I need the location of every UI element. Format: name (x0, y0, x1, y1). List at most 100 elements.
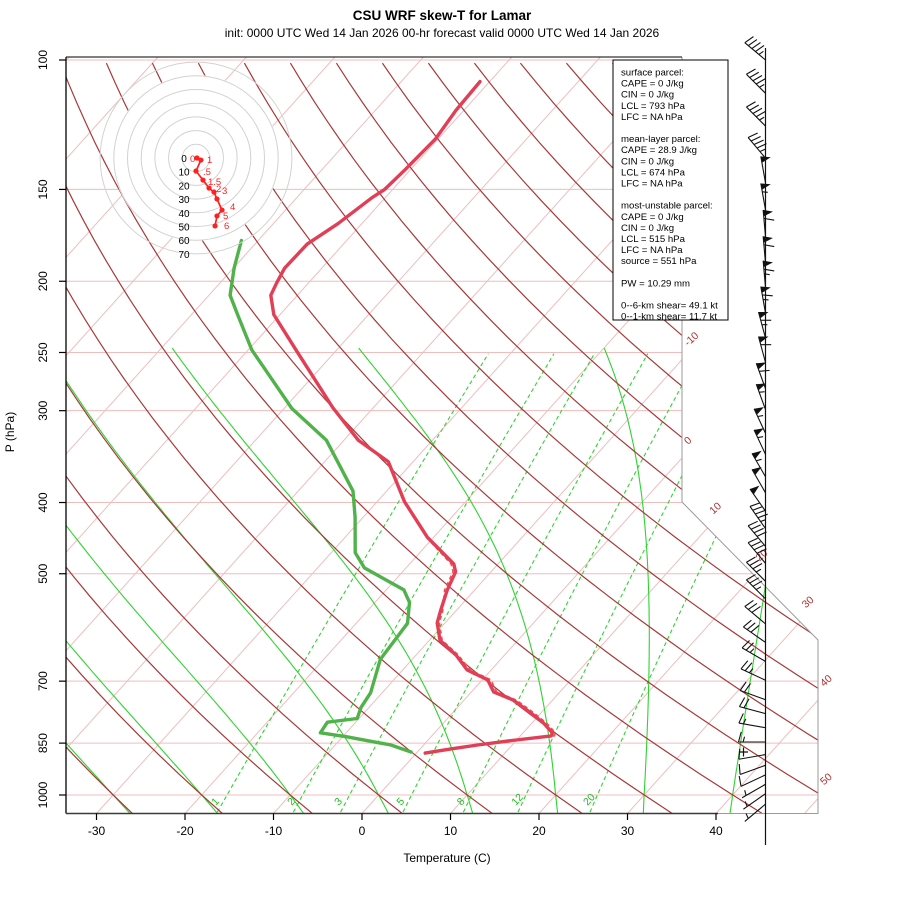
wind-barb-full (742, 640, 749, 647)
parcel-info-line: CIN = 0 J/kg (621, 156, 674, 167)
pressure-tick-label: 1000 (36, 781, 50, 808)
wind-barb (754, 428, 765, 454)
hodograph-point (212, 223, 217, 228)
hodograph-point (200, 177, 205, 182)
page-subtitle: init: 0000 UTC Wed 14 Jan 2026 00-hr for… (225, 26, 660, 40)
isotherm-edge-label: 40 (818, 673, 835, 690)
wind-barb-flag (763, 210, 773, 216)
parcel-info-line: 0--1-km shear= 11.7 kt (621, 312, 717, 323)
isotherm-line (805, 57, 900, 814)
hodograph-height-label: 2 (216, 184, 221, 195)
parcel-info-line: surface parcel: (621, 68, 684, 79)
mixing-ratio-label: 12 (509, 791, 526, 808)
wind-barb-half (758, 416, 763, 417)
wind-barb (748, 133, 766, 158)
parcel-info-line: source = 551 hPa (621, 256, 697, 267)
temp-tick-label: 40 (709, 824, 723, 838)
wind-barb-full (754, 140, 764, 144)
wind-barb (739, 775, 765, 786)
wind-barb-staff (746, 107, 765, 126)
pressure-tick-label: 250 (36, 342, 50, 362)
wind-barb (746, 102, 765, 126)
wind-barb-full (745, 600, 754, 606)
dry-adiabat-line (290, 63, 900, 814)
wind-barb (763, 210, 774, 237)
wind-barb-full (739, 714, 743, 724)
pressure-tick-label: 850 (36, 733, 50, 753)
hodograph-ring-label: 0 (181, 154, 187, 165)
pressure-tick-label: 150 (36, 179, 50, 199)
wind-barb (743, 620, 765, 642)
wind-barb-full (753, 563, 762, 568)
wind-barb-full (739, 776, 741, 786)
wind-barb-full (748, 538, 758, 542)
wind-barb-full (746, 575, 755, 580)
wind-barb-full (752, 606, 761, 612)
wind-barb-full (752, 43, 761, 49)
wind-barb (763, 261, 774, 288)
wind-barb-full (746, 102, 755, 107)
pressure-tick-label: 500 (36, 563, 50, 583)
wind-barb-full (745, 37, 754, 43)
wind-barb-full (739, 764, 740, 774)
wind-barb (759, 336, 772, 362)
parcel-info-line: CAPE = 28.9 J/kg (621, 145, 697, 156)
hodograph-ring-label: 20 (178, 181, 190, 192)
pressure-tick-label: 400 (36, 492, 50, 512)
y-axis-label: P (hPa) (3, 412, 17, 452)
parcel-info-line: LCL = 515 hPa (621, 234, 686, 245)
parcel-info-line: PW = 10.29 mm (621, 278, 690, 289)
wind-barb-full (746, 69, 755, 74)
wind-barb-staff (741, 775, 765, 786)
wind-barb-full (751, 542, 761, 546)
isotherm-edge-label: 10 (707, 500, 724, 517)
parcel-info-line: LFC = NA hPa (621, 245, 683, 256)
parcel-info-line: most-unstable parcel: (621, 201, 713, 212)
temp-tick-label: 10 (444, 824, 458, 838)
isotherm-edge-label: 50 (818, 771, 835, 788)
hodograph-ring-label: 50 (178, 223, 190, 234)
wind-barb-flag (763, 236, 773, 242)
pressure-tick-label: 300 (36, 400, 50, 420)
dry-adiabat-line (0, 63, 582, 814)
wind-barb-full (759, 370, 769, 371)
wind-barb-flag (754, 407, 764, 415)
hodograph-height-label: 4 (230, 202, 235, 213)
wind-barb-full (750, 105, 759, 110)
wind-barb-full (751, 525, 761, 529)
wind-barb-half (746, 814, 748, 819)
mixing-ratio-label: 5 (394, 795, 407, 808)
wind-barb-full (754, 528, 764, 532)
hodograph-ring-label: 10 (178, 168, 190, 179)
moist-adiabat-line (0, 348, 218, 814)
parcel-info-line: 0--6-km shear= 49.1 kt (621, 301, 718, 312)
wind-barb-half (756, 569, 761, 572)
wind-barb-full (762, 295, 772, 296)
wind-barb (759, 312, 772, 338)
wind-barb-staff (745, 43, 766, 60)
wind-barb-full (753, 507, 763, 511)
wind-barb-full (751, 137, 761, 141)
wind-barb-full (753, 75, 762, 80)
wind-barb-full (740, 682, 746, 691)
parcel-info-line: CIN = 0 J/kg (621, 223, 674, 234)
wind-barb-flag (759, 336, 769, 342)
wind-barb-flag (752, 467, 762, 475)
isotherm-edge-label: 30 (800, 594, 817, 611)
wind-barb-staff (739, 707, 765, 714)
wind-barb-half (760, 149, 765, 151)
pressure-tick-label: 700 (36, 671, 50, 691)
wind-barb-column (739, 37, 775, 845)
hodograph-height-label: 6 (224, 221, 229, 232)
wind-barb-full (748, 40, 757, 46)
wind-barb (740, 682, 765, 700)
mixing-ratio-label: 3 (332, 795, 345, 808)
wind-barb-full (741, 661, 748, 669)
wind-barb-staff (746, 74, 765, 93)
wind-barb-flag (763, 261, 773, 267)
wind-barb-staff (741, 669, 765, 680)
